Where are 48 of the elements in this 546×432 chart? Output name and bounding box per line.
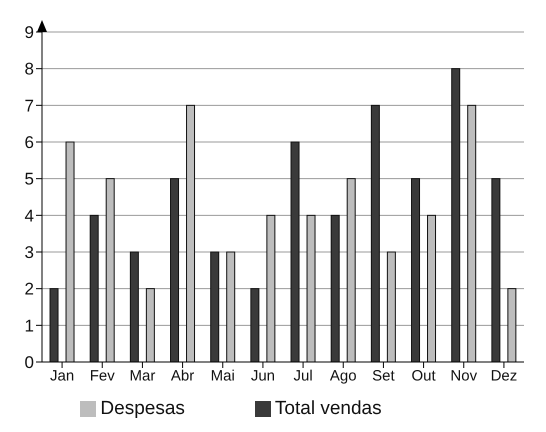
bar [346,178,356,362]
bar [411,178,420,362]
bar [226,252,236,362]
bar [50,288,59,362]
y-tick-label: 4 [24,206,34,226]
y-tick-label: 7 [24,96,34,116]
x-tick-label: Mai [210,368,235,385]
bar [290,142,300,362]
y-tick-label: 1 [24,316,34,336]
legend-label: Total vendas [274,398,382,419]
bar [66,142,75,362]
x-tick-label: Nov [450,368,478,385]
y-tick-label: 5 [24,170,34,189]
legend-label: Despesas [100,398,185,419]
bar [306,214,316,362]
y-tick-label: 2 [24,280,34,299]
x-tick-label: Jul [293,368,313,385]
bar [250,288,260,362]
bar [451,68,460,362]
bar [491,178,500,362]
bar [507,288,516,362]
bar [467,104,476,362]
bar [106,178,115,362]
bar [386,252,396,362]
bar [170,178,180,362]
y-tick-label: 6 [24,133,34,152]
bar [146,288,155,362]
x-tick-label: Fev [90,368,116,385]
x-tick-label: Abr [170,368,194,385]
x-tick-label: Jan [50,368,74,385]
bar [330,214,340,362]
x-tick-label: Out [411,368,436,385]
x-tick-label: Jun [250,368,276,385]
bar [266,214,276,362]
bar [186,104,196,362]
bar [370,104,380,362]
y-tick-label: 9 [24,23,34,42]
y-tick-label: 8 [24,60,34,79]
x-tick-label: Dez [490,368,518,385]
bar [90,214,99,362]
x-tick-label: Mar [129,368,156,385]
bar [130,252,139,362]
x-tick-label: Ago [330,368,357,385]
y-tick-label: 0 [24,353,34,372]
bar [427,214,436,362]
x-tick-label: Set [372,368,396,385]
bar [210,252,220,362]
y-tick-label: 3 [24,243,34,262]
